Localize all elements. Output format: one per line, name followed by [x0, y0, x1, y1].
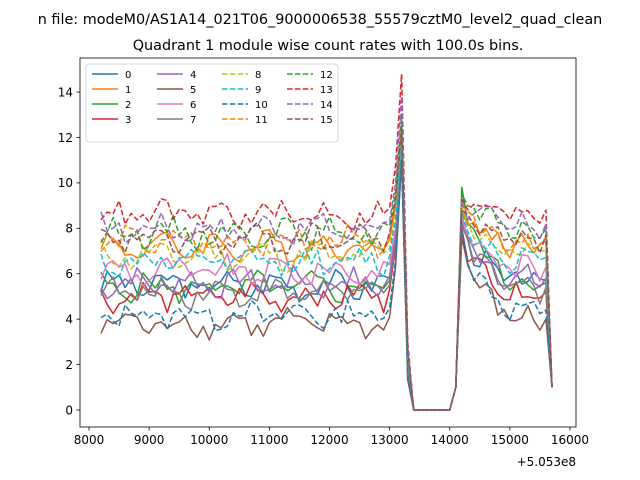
y-tick-label: 12 — [58, 131, 73, 145]
y-tick-label: 0 — [65, 403, 73, 417]
y-tick-label: 6 — [65, 267, 73, 281]
series-line-10 — [100, 159, 553, 411]
x-tick-label: 11000 — [250, 433, 288, 447]
series-line-8 — [100, 132, 553, 411]
legend-label-1: 1 — [125, 85, 131, 96]
x-tick-label: 13000 — [371, 433, 409, 447]
legend-label-13: 13 — [320, 85, 333, 96]
x-tick-label: 15000 — [491, 433, 529, 447]
series-line-14 — [100, 95, 553, 411]
series-line-0 — [100, 136, 553, 411]
series-lines — [100, 73, 553, 411]
legend-label-9: 9 — [255, 85, 261, 96]
plot-frame — [79, 57, 577, 428]
series-line-9 — [100, 136, 553, 411]
x-tick-label: 9000 — [134, 433, 165, 447]
y-tick-label: 14 — [58, 85, 73, 99]
series-line-11 — [100, 118, 553, 411]
series-line-15 — [100, 127, 553, 411]
legend-label-3: 3 — [125, 115, 131, 126]
legend-label-12: 12 — [320, 70, 333, 81]
x-tick-label: 10000 — [190, 433, 228, 447]
y-tick-label: 8 — [65, 222, 73, 236]
legend-label-2: 2 — [125, 100, 131, 111]
x-tick-label: 8000 — [74, 433, 105, 447]
x-tick-label: 12000 — [310, 433, 348, 447]
legend-box — [85, 63, 339, 143]
series-line-4 — [100, 141, 553, 411]
series-line-7 — [100, 150, 553, 411]
legend-label-7: 7 — [190, 115, 196, 126]
x-offset-label: +5.053e8 — [517, 455, 576, 469]
legend-label-8: 8 — [255, 70, 261, 81]
y-tick-label: 4 — [65, 312, 73, 326]
legend-label-11: 11 — [255, 115, 268, 126]
x-axis: 8000 9000 10000 11000 12000 13000 14000 15000 16… — [74, 427, 589, 447]
legend-label-14: 14 — [320, 100, 333, 111]
legend-label-4: 4 — [190, 70, 196, 81]
chart-title: Quadrant 1 module wise count rates with … — [133, 38, 524, 54]
legend-label-5: 5 — [190, 85, 196, 96]
figure-suptitle: n file: modeM0/AS1A14_021T06_9000006538_… — [38, 12, 603, 28]
y-axis: 0 2 4 6 8 10 12 14 — [58, 85, 80, 417]
y-tick-label: 2 — [65, 358, 73, 372]
legend-label-6: 6 — [190, 100, 196, 111]
x-tick-label: 14000 — [431, 433, 469, 447]
legend-label-15: 15 — [320, 115, 333, 126]
x-tick-label: 16000 — [551, 433, 589, 447]
legend-label-10: 10 — [255, 100, 268, 111]
y-tick-label: 10 — [58, 176, 73, 190]
series-line-13 — [100, 73, 553, 411]
legend-label-0: 0 — [125, 70, 131, 81]
